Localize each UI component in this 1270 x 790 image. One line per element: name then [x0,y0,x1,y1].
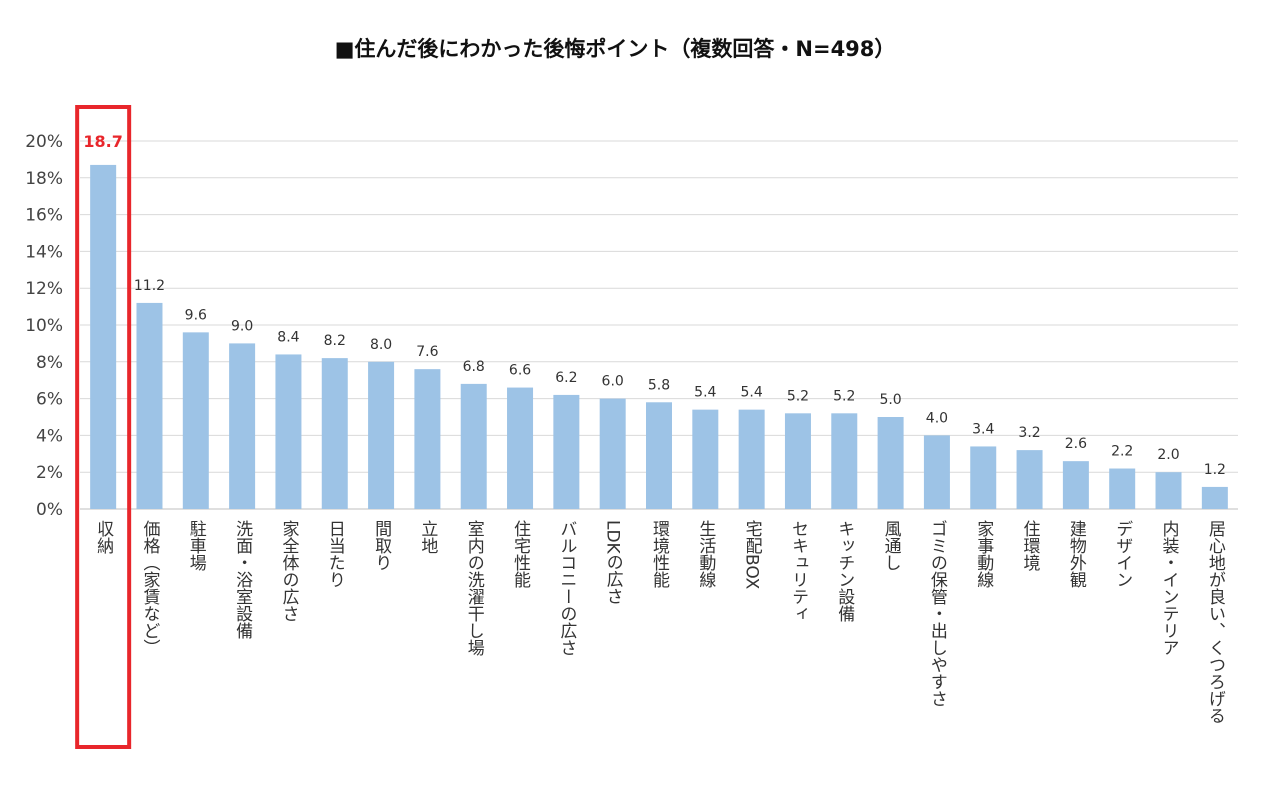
x-tick-label: 間取り [371,520,392,571]
data-label: 5.0 [879,392,901,408]
bar [275,354,302,509]
data-labels: 18.7 11.2 9.6 9.0 8.4 8.2 8.0 7.6 6.8 6.6 6.2 6.0 5.… [83,132,1226,478]
bar [1201,486,1228,509]
x-tick-label: バルコニーの広さ [556,520,577,656]
bar [414,369,441,509]
data-label: 5.2 [787,388,809,404]
x-tick-label: 家全体の広さ [278,520,299,622]
data-label: 11.2 [134,278,165,294]
chart-title: ■住んだ後にわかった後悔ポイント（複数回答・N=498） [335,37,896,61]
bar [553,394,580,509]
bar [460,383,487,509]
data-label: 4.0 [926,410,948,426]
bar [1155,472,1182,509]
data-label: 8.4 [277,329,299,345]
x-tick-label: 住宅性能 [510,520,531,589]
data-label: 9.0 [231,318,253,334]
x-tick-label: キッチン設備 [834,520,855,623]
x-tick-label: 室内の洗濯干し場 [464,520,485,657]
x-tick-label: 価格（家賃など） [139,520,160,656]
x-tick-label: 風通し [881,520,902,571]
bars [90,164,1228,510]
gridlines [80,140,1238,510]
x-tick-label: LDKの広さ [603,520,624,605]
y-tick-label: 16% [25,206,63,226]
x-tick-label: 生活動線 [695,520,716,588]
x-tick-label: 立地 [417,520,438,554]
data-label: 2.2 [1111,444,1133,460]
bar [923,435,950,509]
y-axis: 0% 2% 4% 6% 8% 10% 12% 14% 16% 18% 20% [25,132,63,520]
data-label: 3.4 [972,421,994,437]
bar [507,387,534,509]
data-label: 5.4 [694,385,716,401]
bar [182,332,209,509]
data-label: 5.2 [833,388,855,404]
x-tick-label: デザイン [1112,520,1132,588]
data-label: 6.8 [463,359,485,375]
x-tick-label: 洗面・浴室設備 [232,520,253,640]
bar [1109,468,1136,509]
data-label: 7.6 [416,344,438,360]
data-label: 6.6 [509,363,531,379]
data-label: 8.2 [324,333,346,349]
data-label: 6.2 [555,370,577,386]
data-label: 9.6 [185,307,207,323]
y-tick-label: 20% [25,132,63,152]
bar [784,413,811,509]
data-label: 2.0 [1157,447,1179,463]
y-tick-label: 18% [25,169,63,189]
bar [970,446,997,509]
x-axis: 収納 価格（家賃など） 駐車場 洗面・浴室設備 家全体の広さ 日当たり 間取り 立地 室内の洗濯… [93,520,1225,724]
data-label: 3.2 [1018,425,1040,441]
y-tick-label: 10% [25,316,63,336]
bar [738,409,765,509]
x-tick-label: ゴミの保管・出しやすさ [927,520,948,707]
bar [692,409,719,509]
bar [90,164,117,510]
bar [229,343,256,509]
bar [831,413,858,509]
data-label: 18.7 [83,132,122,151]
x-tick-label: 宅配BOX [742,520,763,590]
bar [321,358,348,509]
bar [1062,461,1089,509]
x-tick-label: 駐車場 [186,520,207,572]
y-tick-label: 6% [36,390,63,410]
x-tick-label: 環境性能 [649,520,670,589]
bar [368,361,395,509]
y-tick-label: 12% [25,279,63,299]
data-label: 5.8 [648,377,670,393]
y-tick-label: 14% [25,242,63,262]
x-tick-label: 家事動線 [973,520,994,588]
y-tick-label: 0% [36,500,63,520]
highlight-box [75,105,132,749]
bar [136,302,163,509]
data-label: 1.2 [1204,462,1226,478]
x-tick-label: セキュリティ [788,520,808,622]
data-label: 2.6 [1065,436,1087,452]
bar [646,402,672,509]
x-tick-label: 居心地が良い、くつろげる [1205,520,1226,724]
data-label: 6.0 [602,374,624,390]
bar [1016,450,1043,509]
y-tick-label: 2% [36,463,63,483]
y-tick-label: 4% [36,426,63,446]
y-tick-label: 8% [36,353,63,373]
bar [599,398,626,509]
x-tick-label: 住環境 [1020,520,1041,571]
x-tick-label: 日当たり [325,520,345,588]
x-tick-label: 建物外観 [1066,520,1087,588]
data-label: 8.0 [370,337,392,353]
data-label: 5.4 [741,385,763,401]
x-tick-label: 内装・インテリア [1159,520,1180,656]
x-tick-label: 収納 [93,520,114,555]
bar [877,417,904,509]
